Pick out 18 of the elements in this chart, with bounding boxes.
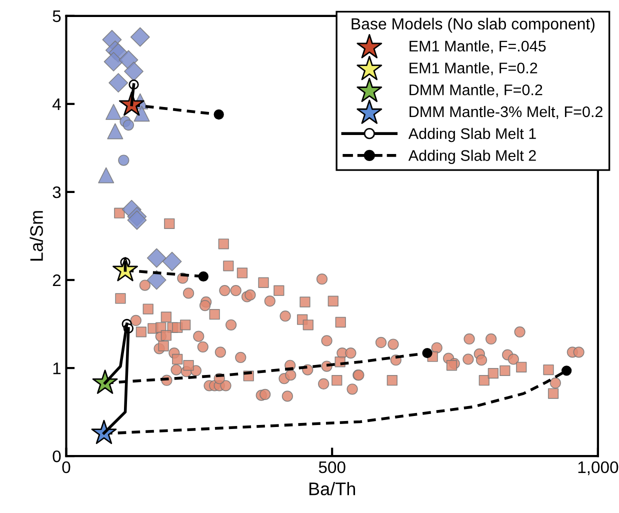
y-tick-label: 2 <box>52 274 61 286</box>
y-tick-label: 4 <box>52 98 61 110</box>
y-tick-label: 3 <box>52 186 61 198</box>
legend-label: Adding Slab Melt 1 <box>408 128 536 142</box>
legend-label: EM1 Mantle, F=.045 <box>410 40 546 54</box>
x-axis-title: Ba/Th <box>309 482 356 496</box>
legend-label: Adding Slab Melt 2 <box>408 150 536 164</box>
x-tick-label: 0 <box>62 461 70 474</box>
y-tick-label: 0 <box>52 450 61 462</box>
legend-label: DMM Mantle-3% Melt, F=0.2 <box>410 106 602 119</box>
legend-label: EM1 Mantle, F=0.2 <box>410 62 538 76</box>
legend-label: DMM Mantle, F=0.2 <box>410 84 542 98</box>
legend-title: Base Models (No slab component) <box>352 18 594 33</box>
y-axis-title: La/Sm <box>30 211 43 261</box>
x-tick-label: 1,000 <box>578 461 618 476</box>
y-tick-label: 5 <box>52 10 61 22</box>
x-tick-label: 500 <box>318 461 346 474</box>
y-tick-label: 1 <box>53 362 61 374</box>
